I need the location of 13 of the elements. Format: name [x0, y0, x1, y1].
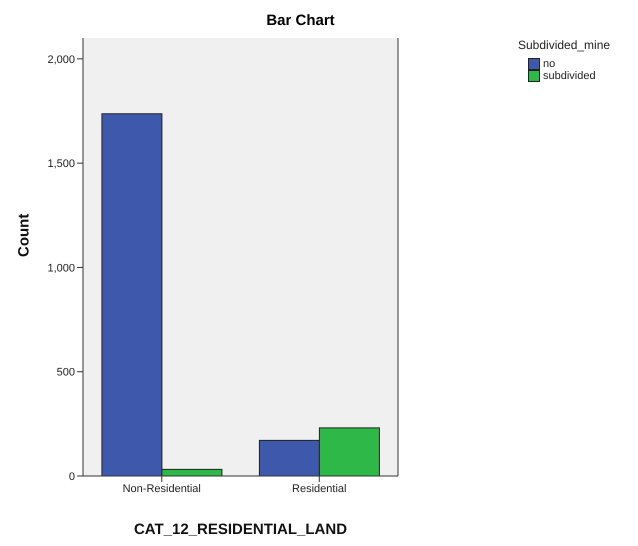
- y-tick-label: 2,000: [47, 54, 75, 66]
- y-tick-label: 1,500: [47, 158, 75, 170]
- x-axis-title: CAT_12_RESIDENTIAL_LAND: [134, 521, 348, 538]
- x-tick-label: Residential: [292, 482, 346, 495]
- chart-title: Bar Chart: [265, 12, 336, 29]
- y-tick-label: 1,000: [47, 262, 75, 274]
- x-tick-label: Non-Residential: [122, 482, 201, 495]
- y-tick-label: 0: [68, 470, 75, 483]
- legend-title: Subdivided_mine: [518, 38, 612, 52]
- legend-label: subdivided: [542, 70, 597, 82]
- y-tick-label: 500: [56, 366, 75, 379]
- y-axis-title: Count: [15, 214, 32, 257]
- legend-label: no: [542, 58, 556, 70]
